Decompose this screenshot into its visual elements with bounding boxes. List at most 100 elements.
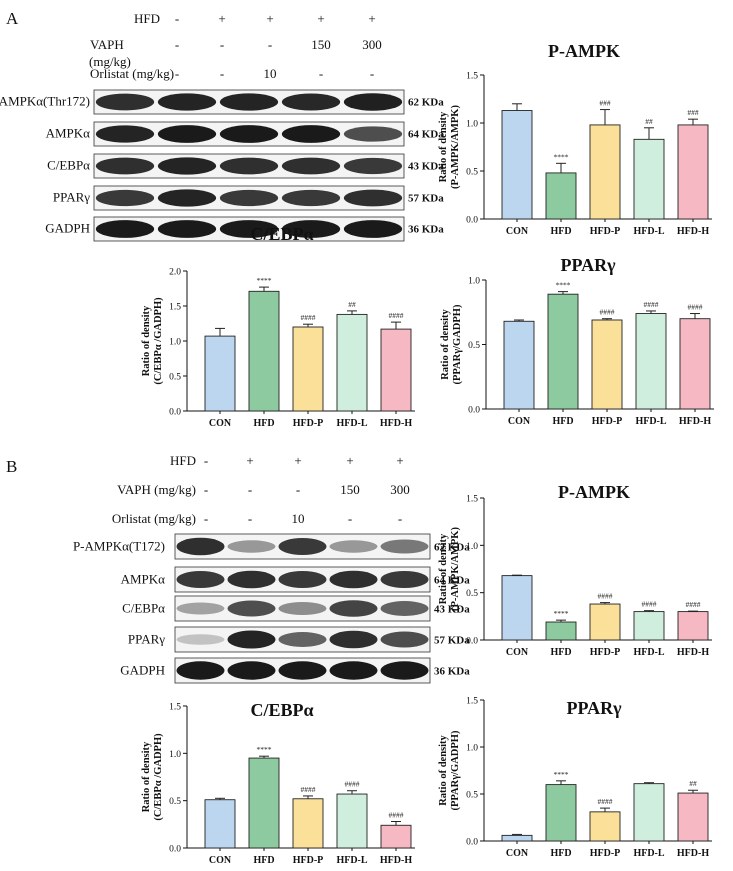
blot-label: GADPH (120, 662, 165, 677)
condition-label-unit: (mg/kg) (89, 54, 131, 69)
significance-mark: #### (600, 308, 615, 317)
condition-value: 300 (390, 482, 410, 497)
bar (292, 326, 324, 412)
blot-band (329, 570, 378, 589)
x-tick-label: HFD-P (293, 855, 324, 866)
bar (204, 799, 236, 849)
blot-band (329, 540, 378, 553)
blot-band (219, 189, 279, 207)
y-tick-label: 1.0 (466, 542, 478, 552)
significance-mark: #### (642, 600, 657, 609)
significance-mark: #### (389, 810, 404, 819)
significance-mark: #### (598, 797, 613, 806)
significance-mark: #### (644, 300, 659, 309)
bar (633, 783, 665, 842)
x-tick-label: HFD (550, 226, 571, 237)
significance-mark: #### (301, 785, 316, 794)
blot-band (219, 220, 279, 238)
y-tick-label: 1.0 (169, 750, 181, 760)
significance-mark: #### (688, 303, 703, 312)
condition-value: - (268, 37, 272, 52)
blot-band (219, 157, 279, 175)
blot-band (95, 125, 155, 143)
blot-size: 57 KDa (434, 634, 470, 646)
significance-mark: #### (389, 311, 404, 320)
bar (633, 138, 665, 220)
chart-title: P-AMPK (548, 41, 620, 61)
bar (633, 611, 665, 641)
blot-band (343, 93, 403, 111)
blot-strip (174, 657, 431, 684)
blot-band (281, 220, 341, 238)
significance-mark: **** (554, 152, 569, 161)
x-tick-label: HFD-H (380, 855, 412, 866)
significance-mark: ## (645, 117, 653, 126)
chart-title: C/EBPα (250, 224, 313, 244)
blot-band (227, 661, 276, 680)
bar (635, 313, 667, 410)
blot-size: 64 KDa (408, 129, 444, 141)
condition-value: 10 (264, 66, 277, 81)
blot-label: C/EBPα (122, 600, 165, 615)
blot-band (343, 189, 403, 207)
condition-value: - (398, 511, 402, 526)
y-tick-label: 0.5 (468, 341, 480, 351)
blot-band (329, 600, 378, 617)
blot-band (380, 539, 429, 554)
bar (545, 621, 577, 641)
y-tick-label: 1.0 (466, 120, 478, 130)
bar (380, 328, 412, 412)
significance-mark: ### (687, 108, 699, 117)
blot-band (219, 93, 279, 111)
condition-value: - (296, 482, 300, 497)
x-tick-label: CON (506, 647, 529, 658)
blot-size: 36 KDa (434, 665, 470, 677)
bar (589, 124, 621, 220)
bar-chart-B-0: P-AMPK 0.0 0.5 1.0 1.5 Ratio of density (P-AMP… (438, 482, 712, 658)
y-tick-label: 0.5 (169, 373, 181, 383)
significance-mark: **** (257, 745, 272, 754)
blot-band (281, 189, 341, 207)
bar (545, 172, 577, 220)
condition-value: 150 (340, 482, 360, 497)
bar (589, 811, 621, 842)
blot-band (343, 126, 403, 142)
bar (503, 320, 535, 410)
blot-size: 64 KDa (434, 574, 470, 586)
blot-strip (174, 595, 431, 622)
blot-band (278, 602, 327, 615)
blot-band (278, 538, 327, 555)
x-tick-label: HFD-L (635, 416, 666, 427)
bar-chart-A-1: C/EBPα 0.0 0.5 1.0 1.5 2.0 Ratio of density (C/… (141, 224, 415, 429)
bar (679, 318, 711, 410)
condition-value: + (218, 11, 225, 26)
blot-label: PPARγ (53, 190, 90, 205)
blot-band (227, 630, 276, 649)
chart-title: PPARγ (566, 698, 622, 718)
x-tick-label: HFD-L (633, 848, 664, 859)
condition-value: + (346, 453, 353, 468)
blot-band (157, 220, 217, 238)
x-tick-label: HFD-P (592, 416, 623, 427)
y-tick-label: 0.0 (169, 408, 181, 418)
x-tick-label: HFD-L (633, 226, 664, 237)
y-axis-label-ratio: (C/EBPα /GADPH) (153, 733, 164, 821)
blot-band (157, 125, 217, 143)
y-axis-label-ratio: (P-AMPK/AMPK) (450, 105, 461, 189)
y-tick-label: 1.5 (169, 703, 181, 713)
blot-label: PPARγ (128, 631, 165, 646)
condition-value: 300 (362, 37, 382, 52)
bar (336, 793, 368, 849)
blot-band (281, 125, 341, 143)
x-tick-label: CON (209, 855, 232, 866)
blot-band (176, 661, 225, 680)
bar (380, 824, 412, 849)
blot-band (176, 634, 225, 645)
x-tick-label: HFD-L (633, 647, 664, 658)
significance-mark: ## (348, 300, 356, 309)
condition-label: VAPH (90, 37, 124, 52)
condition-label: Orlistat (mg/kg) (90, 66, 174, 81)
blot-band (176, 537, 225, 556)
condition-value: 150 (311, 37, 331, 52)
